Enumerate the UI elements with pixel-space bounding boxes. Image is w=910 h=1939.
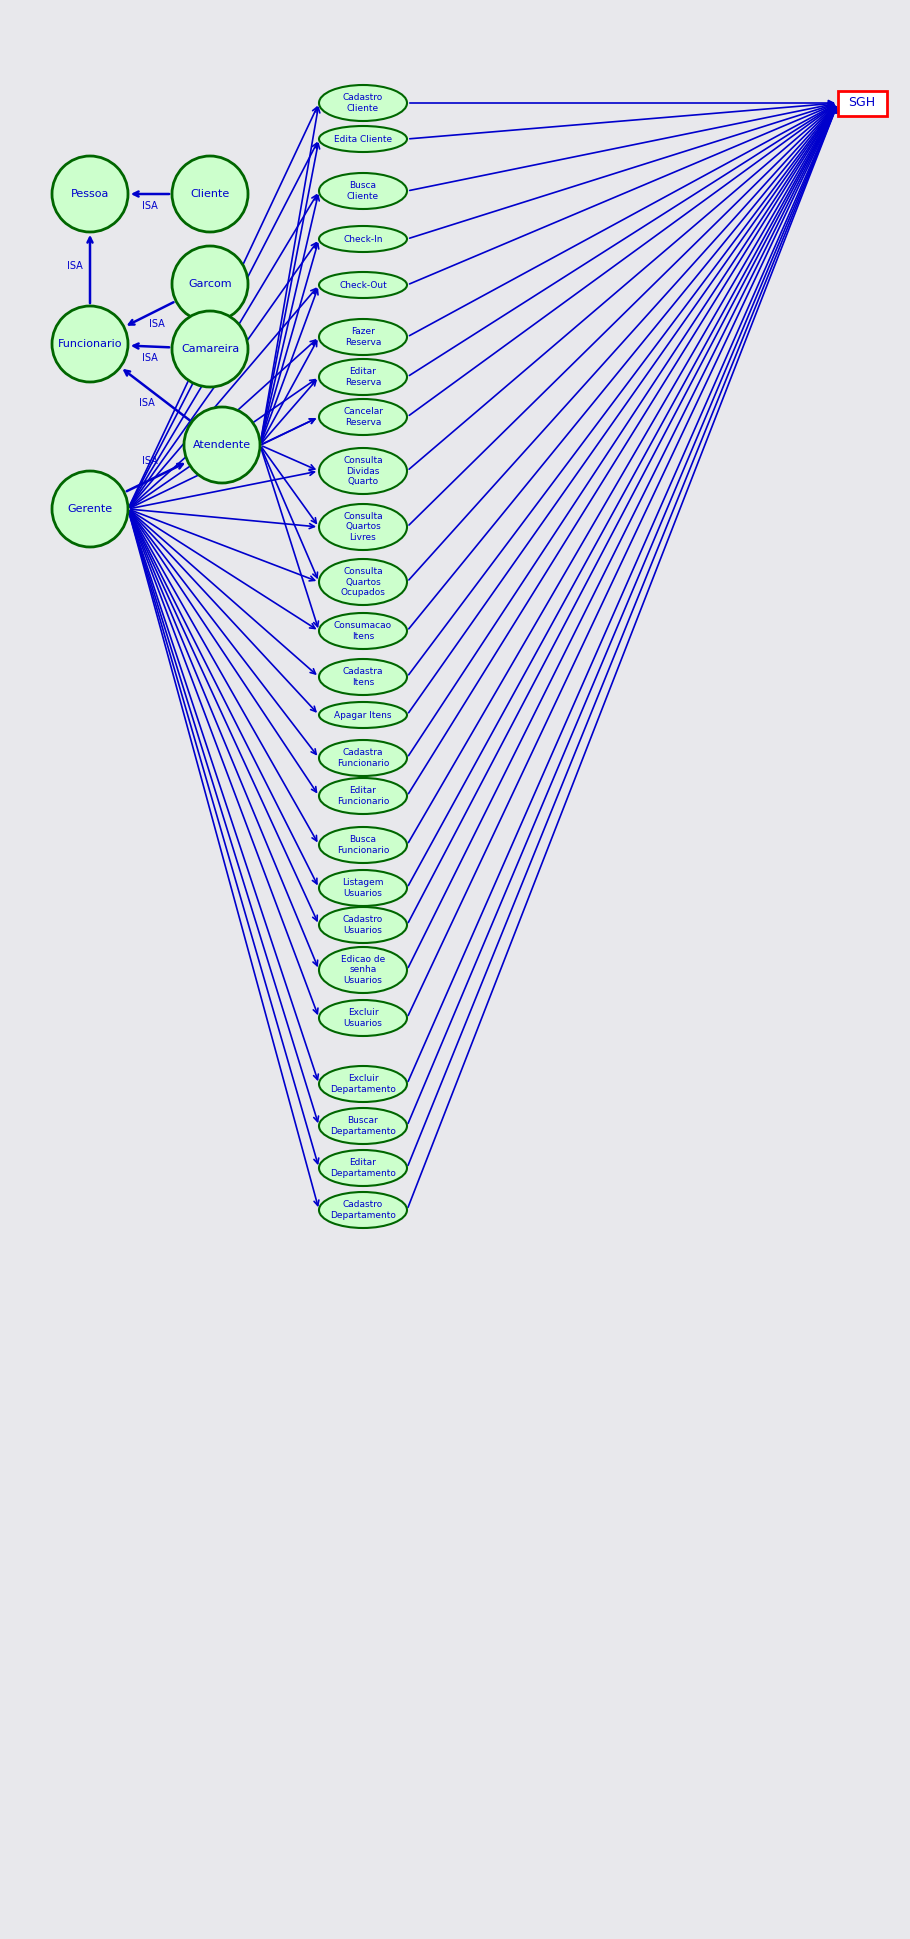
Ellipse shape [319,504,407,551]
Ellipse shape [319,271,407,299]
Text: Funcionario: Funcionario [57,339,122,349]
Ellipse shape [319,741,407,776]
Circle shape [52,306,128,382]
Text: ISA: ISA [139,397,155,409]
Ellipse shape [319,173,407,209]
Ellipse shape [319,399,407,434]
Text: Listagem
Usuarios: Listagem Usuarios [342,878,384,898]
Ellipse shape [319,1107,407,1144]
Ellipse shape [319,1192,407,1227]
Text: Consulta
Dividas
Quarto: Consulta Dividas Quarto [343,456,383,487]
Text: ISA: ISA [141,353,157,363]
Text: Excluir
Usuarios: Excluir Usuarios [344,1008,382,1028]
Circle shape [172,310,248,388]
Ellipse shape [319,227,407,252]
Text: Buscar
Departamento: Buscar Departamento [330,1117,396,1136]
Text: Editar
Reserva: Editar Reserva [345,366,381,386]
Ellipse shape [319,126,407,151]
Ellipse shape [319,871,407,906]
FancyBboxPatch shape [837,91,886,116]
Text: ISA: ISA [67,262,83,271]
Text: Editar
Departamento: Editar Departamento [330,1158,396,1177]
Text: Apagar Itens: Apagar Itens [334,710,391,719]
Text: Pessoa: Pessoa [71,188,109,200]
Text: ISA: ISA [142,202,157,211]
Text: Check-In: Check-In [343,235,383,244]
Circle shape [52,155,128,233]
Circle shape [52,471,128,547]
Text: Editar
Funcionario: Editar Funcionario [337,787,389,807]
Text: Edita Cliente: Edita Cliente [334,134,392,143]
Text: ISA: ISA [142,456,157,465]
Text: SGH: SGH [848,97,875,109]
Text: ISA: ISA [149,320,165,330]
Circle shape [172,155,248,233]
Text: Camareira: Camareira [181,343,239,355]
Text: Cancelar
Reserva: Cancelar Reserva [343,407,383,427]
Ellipse shape [319,558,407,605]
Ellipse shape [319,778,407,814]
Text: Cadastro
Departamento: Cadastro Departamento [330,1200,396,1220]
Ellipse shape [319,946,407,993]
Ellipse shape [319,613,407,650]
Text: Consulta
Quartos
Ocupados: Consulta Quartos Ocupados [340,566,386,597]
Ellipse shape [319,1066,407,1101]
Ellipse shape [319,359,407,396]
Text: Edicao de
senha
Usuarios: Edicao de senha Usuarios [341,956,385,985]
Ellipse shape [319,907,407,942]
Text: Excluir
Departamento: Excluir Departamento [330,1074,396,1094]
Ellipse shape [319,1150,407,1187]
Ellipse shape [319,702,407,727]
Text: Fazer
Reserva: Fazer Reserva [345,328,381,347]
Text: Consumacao
Itens: Consumacao Itens [334,620,392,640]
Text: Cadastra
Funcionario: Cadastra Funcionario [337,748,389,768]
Text: Gerente: Gerente [67,504,113,514]
Ellipse shape [319,85,407,120]
Text: Check-Out: Check-Out [339,281,387,289]
Text: Busca
Cliente: Busca Cliente [347,182,379,202]
Text: Garcom: Garcom [188,279,232,289]
Text: Cadastro
Usuarios: Cadastro Usuarios [343,915,383,935]
Circle shape [172,246,248,322]
Ellipse shape [319,659,407,694]
Ellipse shape [319,1001,407,1035]
Text: Cliente: Cliente [190,188,229,200]
Text: Cadastra
Itens: Cadastra Itens [343,667,383,686]
Ellipse shape [319,320,407,355]
Ellipse shape [319,828,407,863]
Circle shape [184,407,260,483]
Text: Consulta
Quartos
Livres: Consulta Quartos Livres [343,512,383,541]
Ellipse shape [319,448,407,494]
Text: Atendente: Atendente [193,440,251,450]
Text: Busca
Funcionario: Busca Funcionario [337,836,389,855]
Text: Cadastro
Cliente: Cadastro Cliente [343,93,383,112]
